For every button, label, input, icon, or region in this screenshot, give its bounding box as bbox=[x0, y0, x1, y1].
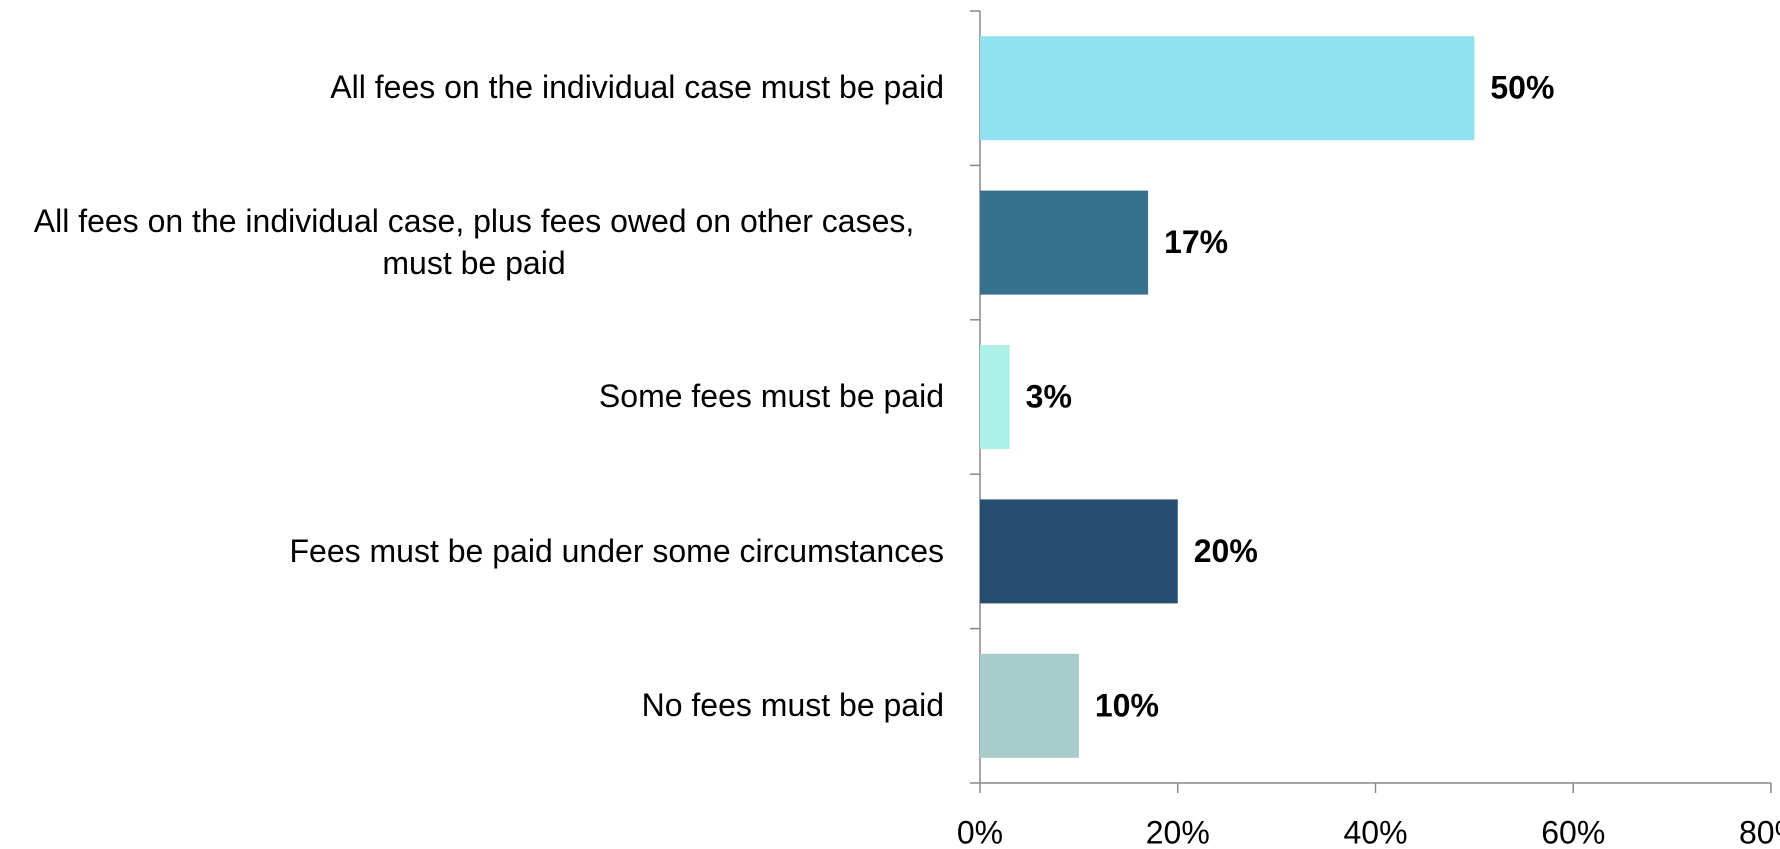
category-label: All fees on the individual case, plus fe… bbox=[4, 183, 944, 303]
x-tick-label: 0% bbox=[957, 814, 1003, 849]
x-tick-label: 60% bbox=[1541, 814, 1605, 849]
category-label: No fees must be paid bbox=[4, 646, 944, 766]
category-label: Fees must be paid under some circumstanc… bbox=[4, 491, 944, 611]
category-text: All fees on the individual case must be … bbox=[330, 69, 944, 106]
bar bbox=[980, 345, 1010, 449]
value-label: 3% bbox=[1026, 378, 1072, 414]
value-label: 17% bbox=[1164, 224, 1228, 260]
category-text: Fees must be paid under some circumstanc… bbox=[289, 532, 944, 569]
category-text: Some fees must be paid bbox=[598, 378, 944, 415]
bar bbox=[980, 36, 1475, 141]
value-label: 20% bbox=[1194, 533, 1258, 569]
bar bbox=[980, 190, 1149, 295]
bar bbox=[980, 499, 1178, 604]
category-label: Some fees must be paid bbox=[4, 337, 944, 457]
bar bbox=[980, 653, 1079, 758]
x-tick-label: 40% bbox=[1343, 814, 1407, 849]
x-tick-label: 80% bbox=[1739, 814, 1780, 849]
x-tick-label: 20% bbox=[1146, 814, 1210, 849]
category-text: All fees on the individual case, plus fe… bbox=[33, 203, 915, 281]
category-text: No fees must be paid bbox=[641, 687, 944, 723]
value-label: 50% bbox=[1490, 70, 1554, 106]
category-label: All fees on the individual case must be … bbox=[4, 28, 944, 148]
value-label: 10% bbox=[1095, 687, 1159, 723]
